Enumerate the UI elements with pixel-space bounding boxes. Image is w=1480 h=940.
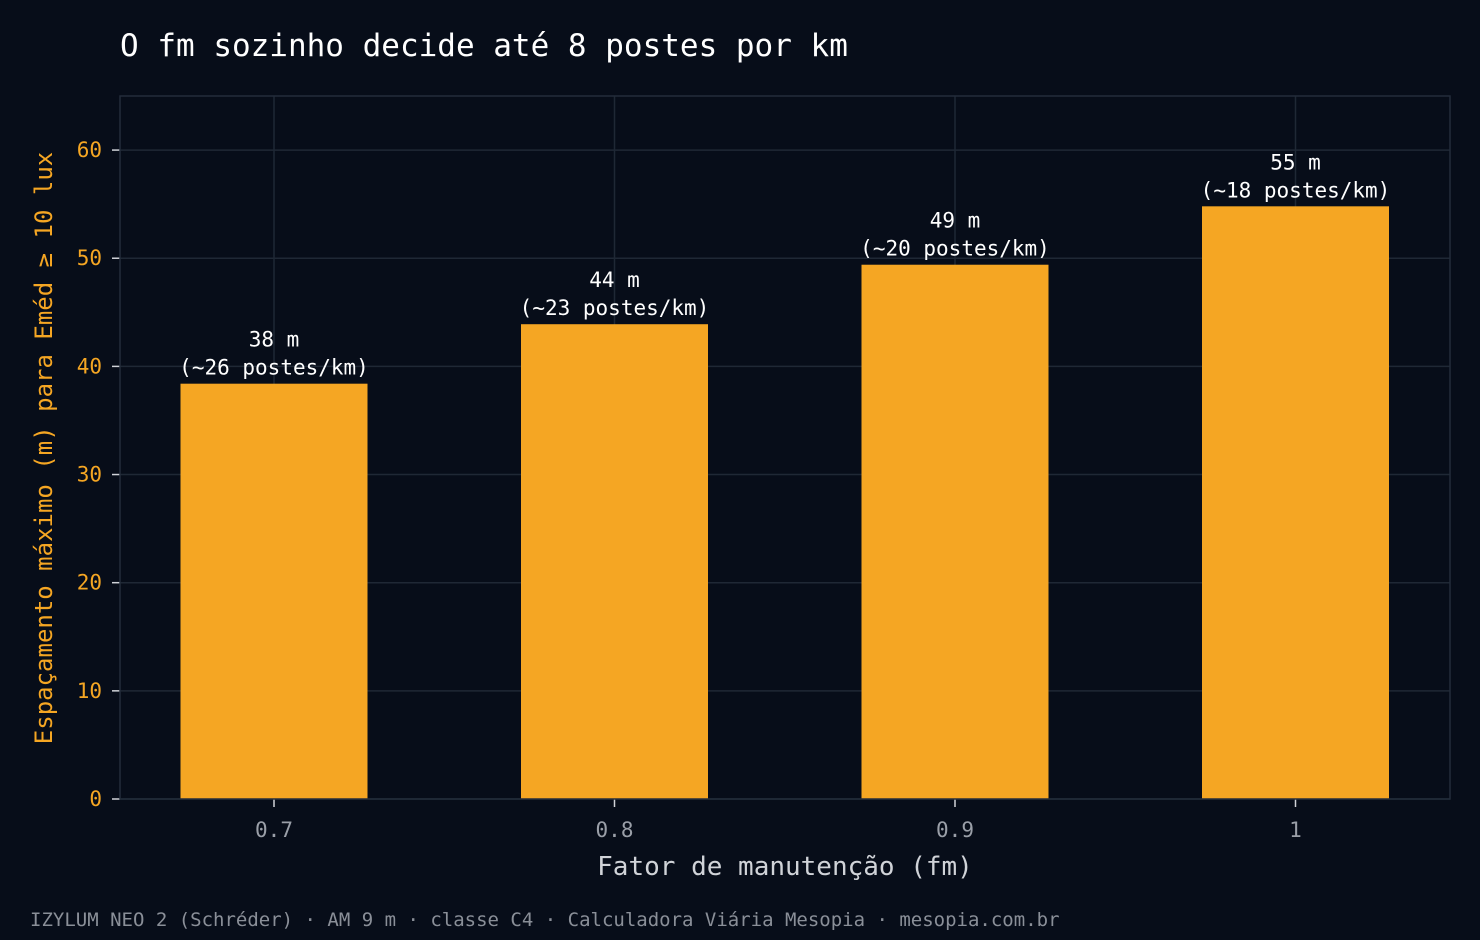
x-axis-label: Fator de manutenção (fm): [597, 852, 973, 882]
bar-count-label: (~20 postes/km): [860, 237, 1050, 261]
y-tick-label: 10: [77, 679, 102, 703]
y-tick-label: 60: [77, 138, 102, 162]
bar-count-label: (~26 postes/km): [179, 356, 369, 380]
bar-value-label: 44 m: [589, 268, 640, 292]
bar-labels: 38 m (~26 postes/km) 44 m (~23 postes/km) 49…: [179, 150, 1390, 379]
y-tick-label: 30: [77, 463, 102, 487]
bars: [180, 206, 1389, 800]
bar-value-label: 55 m: [1270, 150, 1321, 174]
footer-text: IZYLUM NEO 2 (Schréder) · AM 9 m · class…: [30, 909, 1060, 931]
bar: [521, 324, 708, 799]
y-tick-label: 20: [77, 571, 102, 595]
bar: [861, 264, 1049, 800]
y-tick-label: 0: [89, 787, 102, 811]
bar: [1202, 206, 1389, 800]
x-tick-label: 1: [1289, 818, 1302, 842]
x-tick-label: 0.8: [596, 818, 634, 842]
axes: 0 10 20 30 40 50 60 0.7 0.8 0.9 1: [77, 95, 1451, 842]
y-tick-label: 50: [77, 246, 102, 270]
bar-count-label: (~23 postes/km): [520, 296, 710, 320]
chart-title: O fm sozinho decide até 8 postes por km: [120, 28, 848, 64]
bar-count-label: (~18 postes/km): [1201, 178, 1391, 202]
bar-value-label: 38 m: [249, 328, 300, 352]
bar: [180, 383, 368, 799]
y-tick-label: 40: [77, 354, 102, 378]
plot-frame: [119, 95, 1451, 800]
y-axis-label: Espaçamento máximo (m) para Eméd ≥ 10 lu…: [30, 152, 58, 744]
bar-value-label: 49 m: [930, 209, 981, 233]
x-tick-label: 0.7: [255, 818, 293, 842]
x-tick-label: 0.9: [936, 818, 974, 842]
